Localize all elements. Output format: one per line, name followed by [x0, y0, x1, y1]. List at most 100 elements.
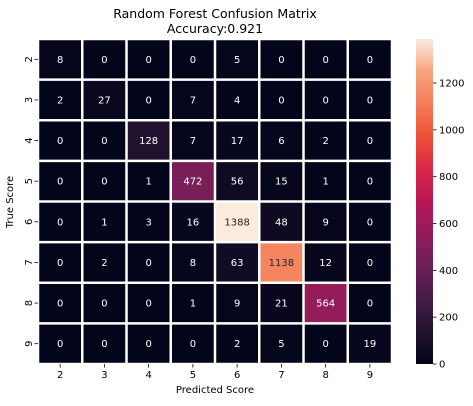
colorbar-tick-label: 800 [439, 172, 458, 183]
x-tick-label: 5 [190, 370, 196, 381]
cell-value-label: 4 [234, 95, 240, 106]
cell-value-label: 0 [145, 55, 151, 66]
heatmap-cell [349, 80, 391, 120]
heatmap-cell [83, 121, 126, 160]
y-tick-label: 6 [24, 219, 35, 225]
cell-value-label: 27 [98, 95, 111, 106]
cell-value-label: 1 [101, 217, 107, 228]
heatmap-cell [127, 324, 170, 363]
heatmap-cell [39, 284, 81, 323]
colorbar-tick-label: 1200 [439, 79, 464, 90]
colorbar-tick-label: 1000 [439, 125, 464, 136]
heatmap-cell [83, 324, 126, 363]
heatmap-cell [172, 162, 214, 201]
x-tick-label: 8 [322, 370, 328, 381]
heatmap-cell [127, 284, 170, 323]
heatmap-cell [304, 284, 347, 323]
heatmap-cell [39, 162, 81, 201]
colorbar-ticks: 0 200 400 600 800 1000 1200 [433, 79, 464, 371]
heatmap-cell [127, 162, 170, 201]
cell-value-label: 0 [101, 55, 107, 66]
cell-value-label: 0 [101, 177, 107, 188]
heatmap-cell [260, 243, 303, 282]
heatmap-cell [304, 243, 347, 282]
x-tick-label: 9 [367, 370, 373, 381]
heatmap-cell [127, 243, 170, 282]
heatmap-cell [349, 324, 391, 363]
cell-value-label: 0 [57, 217, 63, 228]
cell-value-label: 19 [364, 339, 377, 350]
heatmap-cell [260, 202, 303, 241]
heatmap-cell [83, 202, 126, 241]
cell-value-label: 17 [231, 136, 244, 147]
cell-value-label: 3 [145, 217, 151, 228]
y-tick-label: 7 [24, 259, 35, 265]
cell-value-label: 56 [231, 177, 244, 188]
cell-value-label: 0 [190, 55, 196, 66]
cell-value-label: 2 [322, 136, 328, 147]
cell-value-label: 0 [278, 55, 284, 66]
x-tick-label: 7 [278, 370, 284, 381]
cell-value-label: 0 [322, 339, 328, 350]
x-tick-label: 6 [234, 370, 240, 381]
cell-value-label: 564 [316, 299, 335, 310]
x-axis-label: Predicted Score [176, 385, 254, 396]
heatmap-cell [304, 162, 347, 201]
heatmap-cell [172, 243, 214, 282]
y-axis-label: True Score [5, 176, 16, 229]
cell-value-label: 0 [367, 55, 373, 66]
y-tick-label: 8 [24, 300, 35, 306]
chart-title: Random Forest Confusion Matrix [113, 6, 317, 21]
heatmap-cell [216, 324, 258, 363]
heatmap-cell [39, 202, 81, 241]
cell-value-label: 6 [278, 136, 284, 147]
cell-value-label: 0 [57, 177, 63, 188]
y-tick-label: 9 [24, 341, 35, 347]
heatmap-cell [349, 162, 391, 201]
heatmap-cell [216, 121, 258, 160]
heatmap-cell [172, 324, 214, 363]
cell-value-label: 0 [367, 299, 373, 310]
heatmap-cell [216, 243, 258, 282]
heatmap-cell [260, 121, 303, 160]
heatmap-cell [349, 121, 391, 160]
cell-value-label: 1 [190, 299, 196, 310]
heatmap-cell [216, 162, 258, 201]
heatmap-cell [304, 202, 347, 241]
colorbar-tick-label: 600 [439, 219, 458, 230]
cell-value-label: 0 [101, 136, 107, 147]
heatmap-cell [260, 40, 303, 79]
cell-value-label: 0 [57, 258, 63, 269]
cell-value-label: 0 [101, 299, 107, 310]
cell-value-label: 9 [322, 217, 328, 228]
cell-value-label: 0 [322, 55, 328, 66]
cell-value-label: 0 [145, 258, 151, 269]
cell-value-label: 0 [367, 217, 373, 228]
heatmap-cell [83, 80, 126, 120]
cell-value-label: 0 [367, 258, 373, 269]
heatmap-cell [172, 202, 214, 241]
cell-value-label: 1388 [224, 217, 249, 228]
cell-value-label: 5 [234, 55, 240, 66]
heatmap-cell [39, 324, 81, 363]
heatmap-cell [349, 202, 391, 241]
heatmap-cell [39, 243, 81, 282]
heatmap-cell [216, 284, 258, 323]
heatmap-cell [172, 40, 214, 79]
heatmap-cell [83, 162, 126, 201]
cell-value-label: 0 [278, 95, 284, 106]
colorbar-tick-label: 400 [439, 266, 458, 277]
heatmap-cell [172, 80, 214, 120]
heatmap-cell [216, 80, 258, 120]
y-tick-label: 4 [24, 137, 35, 143]
cell-value-label: 472 [183, 177, 202, 188]
heatmap-cell [304, 40, 347, 79]
cell-value-label: 63 [231, 258, 244, 269]
cell-value-label: 2 [57, 95, 63, 106]
y-tick-label: 2 [24, 56, 35, 62]
cell-value-label: 0 [322, 95, 328, 106]
cell-value-label: 1 [145, 177, 151, 188]
cell-value-label: 0 [367, 95, 373, 106]
heatmap-cell [260, 324, 303, 363]
